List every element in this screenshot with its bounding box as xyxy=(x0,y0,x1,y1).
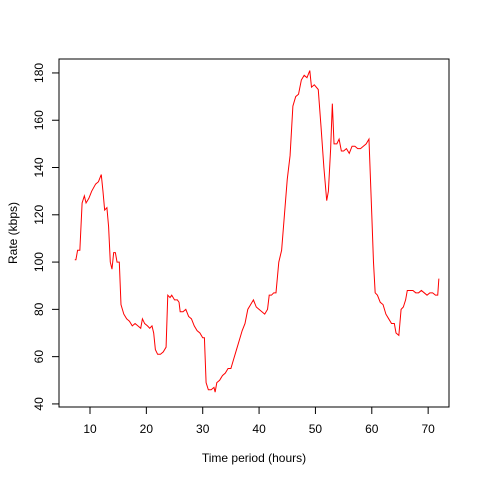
y-tick-label: 160 xyxy=(32,110,46,130)
x-tick-label: 10 xyxy=(83,422,97,436)
x-tick-label: 70 xyxy=(421,422,435,436)
data-line xyxy=(74,70,440,393)
y-tick-label: 80 xyxy=(32,302,46,316)
y-tick-label: 120 xyxy=(32,204,46,224)
x-tick-label: 50 xyxy=(309,422,323,436)
y-tick-label: 40 xyxy=(32,397,46,411)
plot-box xyxy=(58,58,450,408)
y-tick-label: 180 xyxy=(32,63,46,83)
x-tick-label: 60 xyxy=(365,422,379,436)
y-axis-label: Rate (kbps) xyxy=(6,202,20,264)
x-tick-label: 40 xyxy=(252,422,266,436)
x-tick-label: 30 xyxy=(196,422,210,436)
x-tick-label: 20 xyxy=(140,422,154,436)
y-tick-label: 60 xyxy=(32,350,46,364)
x-axis-label: Time period (hours) xyxy=(202,451,306,465)
y-tick-label: 100 xyxy=(32,252,46,272)
y-tick-label: 140 xyxy=(32,157,46,177)
